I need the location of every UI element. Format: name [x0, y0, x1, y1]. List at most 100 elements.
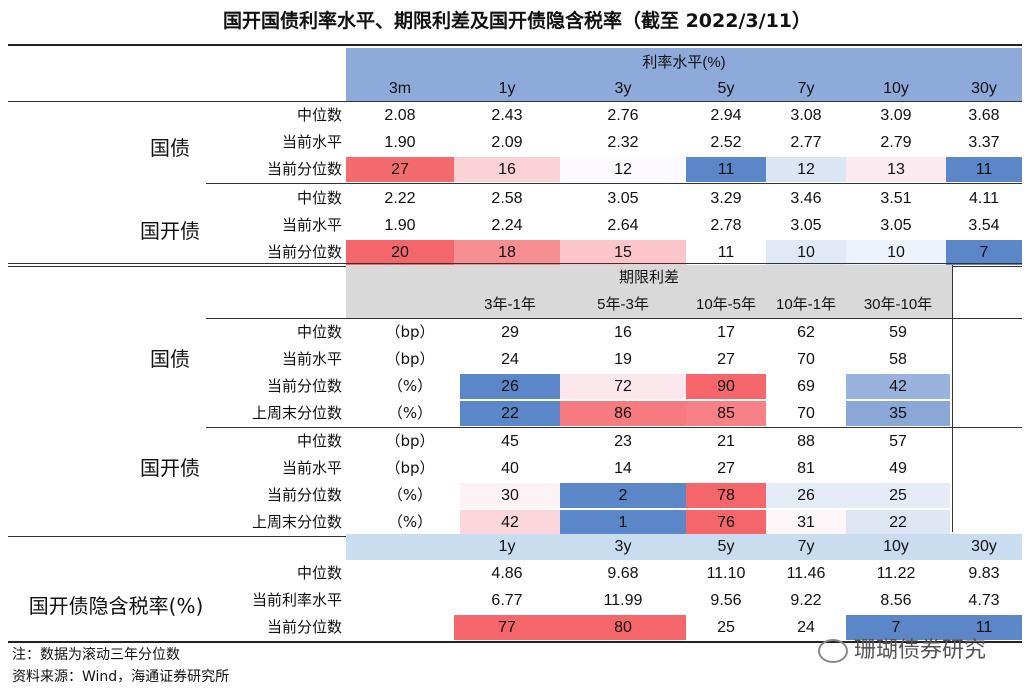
table-cell: 78	[686, 483, 766, 508]
rate-col-header: 1y	[498, 80, 516, 97]
table-cell: 81	[797, 460, 815, 477]
table-cell: 19	[614, 351, 632, 368]
table-cell: 2.77	[790, 134, 822, 151]
row-unit: （bp）	[385, 323, 435, 341]
table-cell: 69	[766, 374, 846, 399]
tax-header-bar	[346, 534, 1022, 560]
table-cell: 86	[560, 401, 686, 426]
table-cell: 7	[846, 615, 946, 640]
watermark: 珊瑚债券研究	[818, 632, 986, 664]
tax-col-header: 30y	[971, 538, 997, 555]
table-cell: 11	[946, 157, 1022, 182]
rate-col-header: 3m	[388, 80, 412, 97]
table-cell: 3.08	[790, 107, 822, 124]
row-unit: （%）	[387, 486, 433, 504]
spread-header-bar	[346, 265, 952, 319]
table-cell: 3.29	[710, 190, 742, 207]
table-cell: 24	[501, 351, 519, 368]
table-cell: 14	[614, 460, 632, 477]
table-cell: 25	[686, 615, 766, 640]
table-cell: 6.77	[491, 592, 523, 609]
rate-col-header: 5y	[717, 80, 735, 97]
watermark-text: 珊瑚债券研究	[854, 638, 987, 663]
group-label: 国债	[150, 136, 190, 160]
table-cell: 4.11	[969, 190, 999, 207]
table-cell: 1.90	[384, 134, 416, 151]
row-unit: （%）	[387, 404, 433, 422]
table-cell: 26	[460, 374, 560, 399]
table-cell: 27	[346, 157, 454, 182]
table-cell: 85	[686, 401, 766, 426]
table-cell: 2.24	[491, 217, 523, 234]
row-label: 当前水平	[281, 459, 342, 477]
table-cell: 26	[766, 483, 846, 508]
spread-col-header: 30年-10年	[863, 296, 933, 313]
rate-header: 利率水平(%)	[642, 54, 726, 71]
table-cell: 17	[717, 324, 735, 341]
spread-col-header: 10年-5年	[695, 296, 757, 313]
rule	[206, 318, 1022, 319]
rate-header-bar	[346, 48, 1022, 102]
table-cell: 16	[614, 324, 632, 341]
row-unit: （bp）	[385, 350, 435, 368]
table-cell: 35	[846, 401, 950, 426]
row-label: 上周末分位数	[251, 513, 342, 531]
table-cell: 9.56	[710, 592, 742, 609]
row-unit: （bp）	[385, 459, 435, 477]
table-cell: 2	[560, 483, 686, 508]
table-cell: 3.51	[880, 190, 912, 207]
table-cell: 70	[766, 401, 846, 426]
table-cell: 88	[797, 433, 815, 450]
table-cell: 59	[889, 324, 907, 341]
row-label: 当前分位数	[266, 377, 342, 395]
table-cell: 2.43	[491, 107, 523, 124]
table-cell: 62	[797, 324, 815, 341]
table-cell: 11.22	[876, 565, 916, 582]
table-cell: 16	[454, 157, 560, 182]
table-cell: 42	[846, 374, 950, 399]
table-cell: 49	[889, 460, 907, 477]
top-rule	[8, 44, 1022, 46]
table-cell: 8.56	[880, 592, 912, 609]
table-cell: 2.32	[607, 134, 639, 151]
row-unit: （%）	[387, 377, 433, 395]
tax-col-header: 1y	[498, 538, 516, 555]
row-label: 当前水平	[281, 216, 342, 234]
rule	[8, 641, 1022, 643]
table-cell: 18	[454, 240, 560, 265]
table-cell: 3.05	[880, 217, 912, 234]
table-cell: 24	[766, 615, 846, 640]
spread-col-header: 10年-1年	[775, 296, 837, 313]
table-cell: 10	[846, 240, 946, 265]
group-label: 国开债	[140, 219, 200, 243]
table-cell: 2.64	[607, 217, 639, 234]
table-cell: 30	[460, 483, 560, 508]
row-label: 中位数	[296, 432, 342, 450]
table-cell: 2.52	[710, 134, 742, 151]
table-cell: 3.09	[880, 107, 912, 124]
footnote: 注：数据为滚动三年分位数	[12, 647, 180, 663]
table-cell: 25	[846, 483, 950, 508]
table-cell: 23	[614, 433, 632, 450]
table-cell: 10	[766, 240, 846, 265]
rule	[206, 183, 1022, 184]
table-title: 国开国债利率水平、期限利差及国开债隐含税率（截至 2022/3/11）	[222, 10, 812, 32]
row-label: 当前分位数	[266, 618, 342, 636]
table-cell: 11	[686, 240, 766, 265]
table-cell: 11.46	[786, 565, 826, 582]
table-cell: 31	[766, 510, 846, 535]
table-cell: 12	[560, 157, 686, 182]
table-cell: 3.05	[790, 217, 822, 234]
row-label: 上周末分位数	[251, 404, 342, 422]
row-label: 中位数	[296, 106, 342, 124]
table-cell: 72	[560, 374, 686, 399]
tax-col-header: 5y	[717, 538, 735, 555]
table-cell: 1	[560, 510, 686, 535]
table-cell: 27	[717, 351, 735, 368]
table-cell: 11.99	[603, 592, 643, 609]
table-cell: 21	[717, 433, 735, 450]
table-cell: 11.10	[706, 565, 746, 582]
rate-col-header: 10y	[883, 80, 909, 97]
wechat-icon	[818, 639, 848, 663]
spread-col-header: 5年-3年	[597, 296, 649, 313]
